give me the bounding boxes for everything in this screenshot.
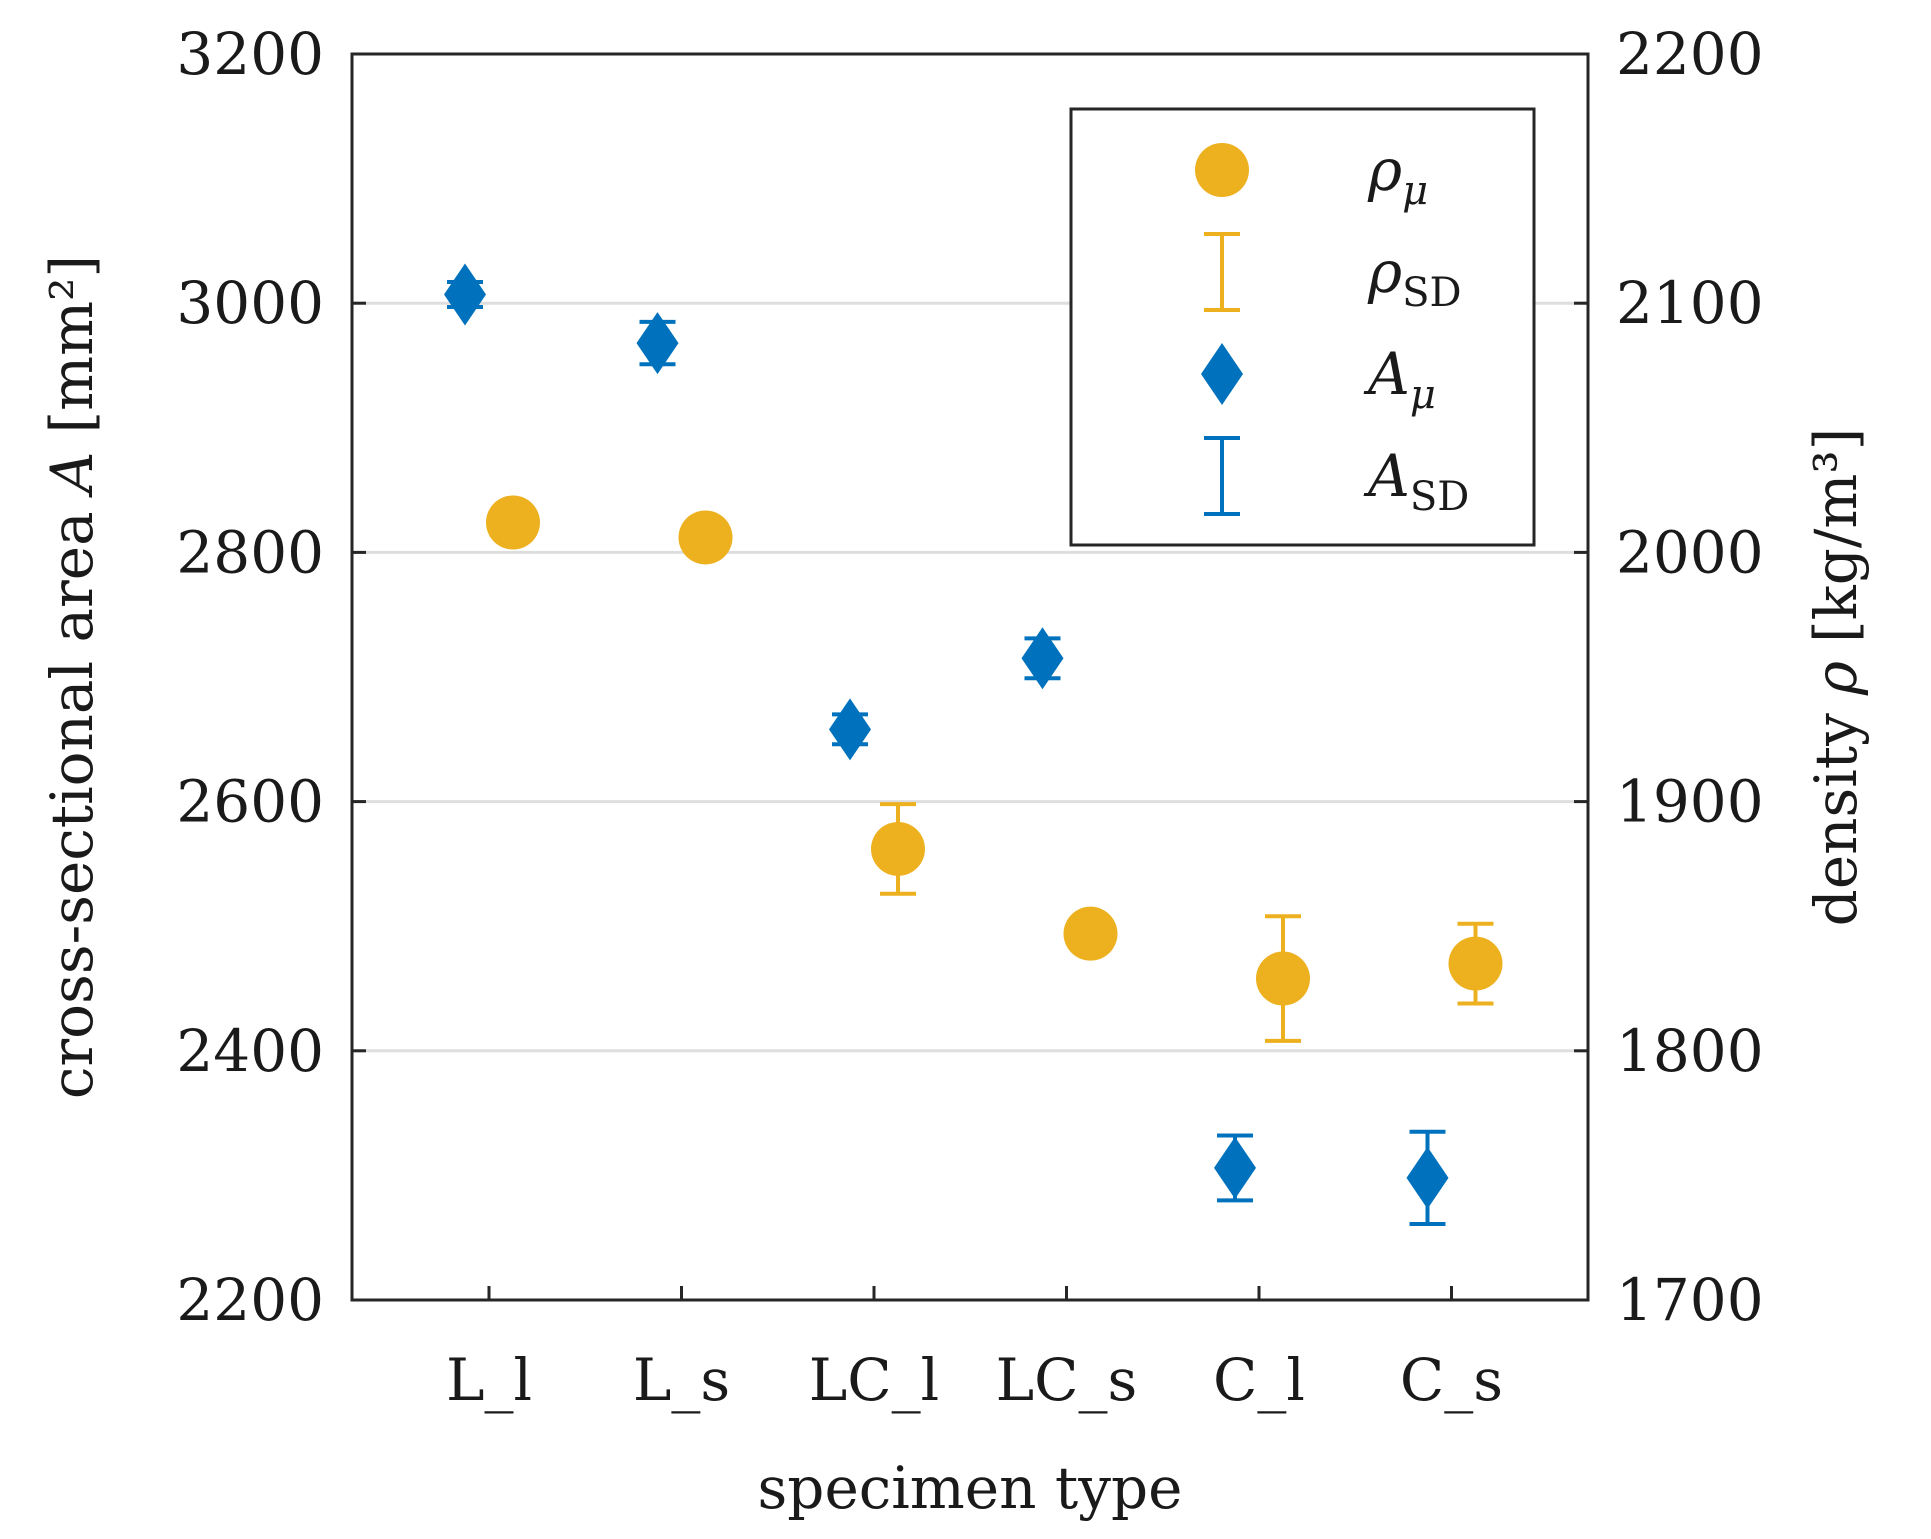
x-tick-label: C_s xyxy=(1400,1346,1503,1414)
data-point-diamond xyxy=(1214,1136,1256,1199)
y-axis-label-text: cross-sectional area xyxy=(38,511,106,1099)
data-point-circle xyxy=(486,495,540,550)
data-point-diamond xyxy=(1021,627,1064,690)
series-diamond xyxy=(444,263,1449,1226)
x-tick-label: LC_s xyxy=(996,1346,1138,1414)
series-layer xyxy=(444,263,1503,1226)
legend-marker-circle xyxy=(1195,143,1249,197)
x-tick-label: C_l xyxy=(1213,1346,1305,1414)
legend-label: ASD xyxy=(1363,442,1469,520)
grid-layer xyxy=(352,301,1588,1053)
data-point-diamond xyxy=(636,312,679,375)
y-tick-label: 2200 xyxy=(176,1266,324,1334)
tick-layer: 2200 2400 2600 2800 3000 3200 1700 1800 1900 2000… xyxy=(176,20,1763,1414)
y-axis-label: cross-sectional area A [mm²] xyxy=(38,255,106,1099)
y-tick-label: 3200 xyxy=(176,20,324,88)
x-tick-label: LC_l xyxy=(809,1346,939,1414)
data-point-diamond xyxy=(1406,1146,1449,1209)
data-point-circle xyxy=(871,821,925,876)
data-point-diamond xyxy=(829,698,871,761)
data-point-diamond xyxy=(444,263,486,326)
x-tick-label: L_s xyxy=(633,1346,730,1414)
legend-item: ρμ xyxy=(1195,136,1428,214)
x-axis-label: specimen type xyxy=(758,1454,1183,1522)
legend-label: Aμ xyxy=(1363,340,1436,418)
data-point-circle xyxy=(678,510,733,565)
data-point-circle xyxy=(1256,951,1310,1006)
y2-axis-label: density ρ [kg/m³] xyxy=(1802,428,1870,927)
legend-item: ASD xyxy=(1204,436,1469,520)
y2-tick-label: 2000 xyxy=(1616,518,1764,586)
legend-label: ρμ xyxy=(1367,136,1428,214)
y2-axis-label-symbol: ρ xyxy=(1802,661,1870,696)
plot-frame xyxy=(350,52,1590,1302)
data-point-circle xyxy=(1448,936,1503,991)
legend-box xyxy=(1069,107,1536,547)
legend-label: ρSD xyxy=(1367,238,1462,316)
legend-items: ρμ ρSD Aμ ASD xyxy=(1195,136,1469,520)
legend: ρμ ρSD Aμ ASD xyxy=(1069,107,1536,547)
y2-tick-label: 1800 xyxy=(1616,1017,1764,1085)
y-tick-label: 2800 xyxy=(176,518,324,586)
y-axis-label-unit: [mm²] xyxy=(38,255,106,434)
y2-tick-label: 1700 xyxy=(1616,1266,1764,1334)
legend-marker-errorbar xyxy=(1204,232,1240,312)
legend-item: Aμ xyxy=(1201,340,1436,418)
legend-marker-diamond xyxy=(1201,343,1243,405)
y2-axis-label-unit: [kg/m³] xyxy=(1802,428,1870,643)
series-circle xyxy=(486,495,1503,1043)
y2-axis-label-text: density xyxy=(1802,713,1870,926)
y-tick-label: 2600 xyxy=(176,768,324,836)
y2-tick-label: 1900 xyxy=(1616,768,1764,836)
legend-item: ρSD xyxy=(1204,232,1462,316)
y-tick-label: 3000 xyxy=(176,269,324,337)
legend-marker-errorbar xyxy=(1204,436,1240,516)
y2-tick-label: 2100 xyxy=(1616,269,1764,337)
x-tick-label: L_l xyxy=(446,1346,532,1414)
data-point-circle xyxy=(1063,906,1118,961)
y-axis-label-symbol: A xyxy=(38,451,106,498)
y2-tick-label: 2200 xyxy=(1616,20,1764,88)
y-tick-label: 2400 xyxy=(176,1017,324,1085)
